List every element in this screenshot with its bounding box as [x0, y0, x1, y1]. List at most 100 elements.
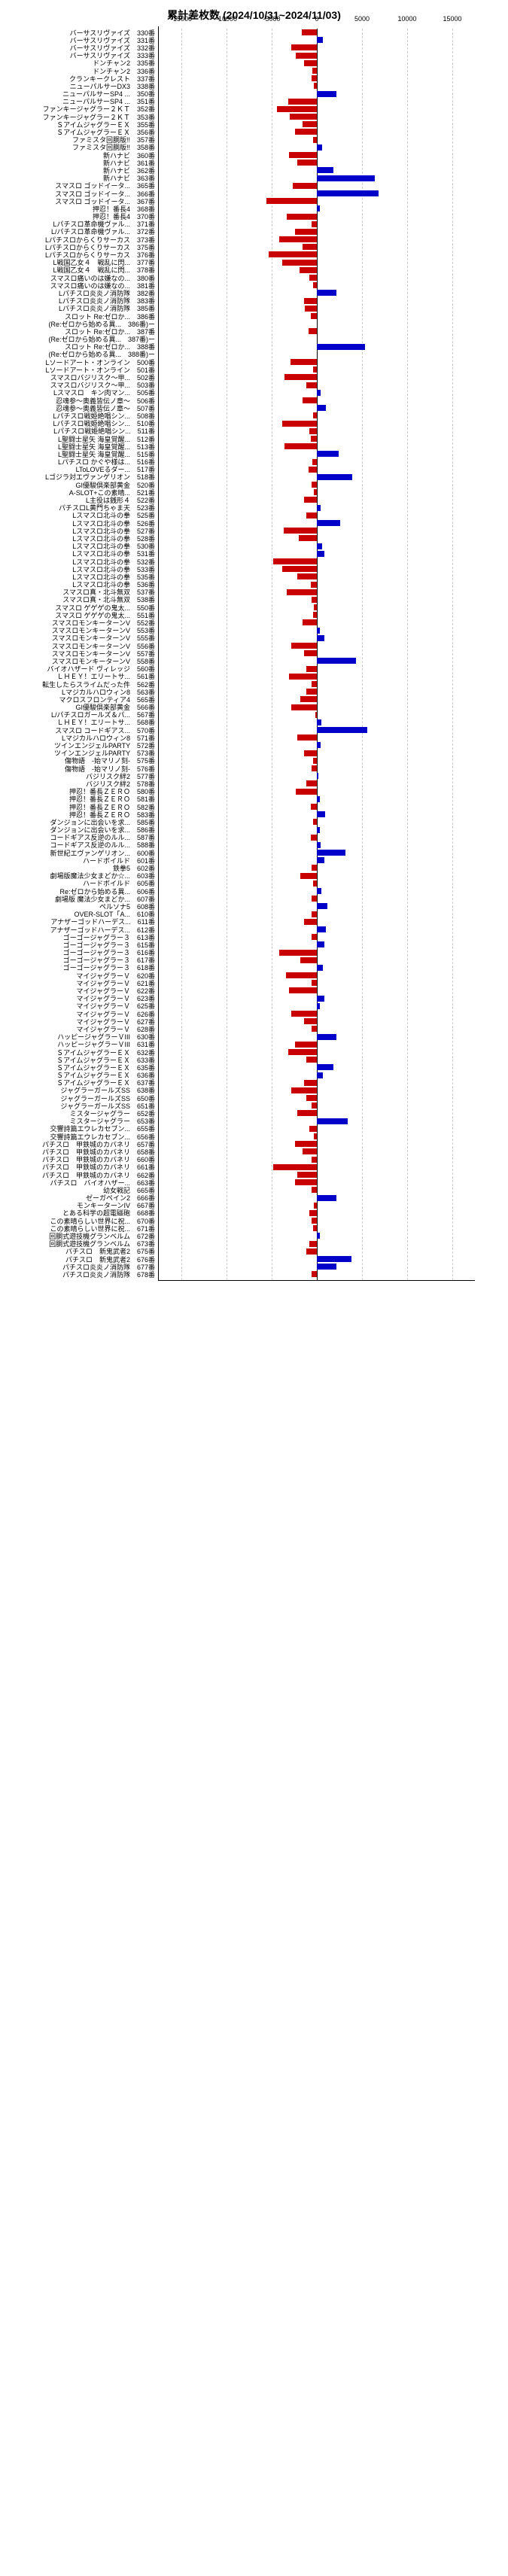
chart-row: パチスロ 甲鉄城のカバネリ 658番 [159, 1148, 475, 1155]
bar [314, 489, 317, 495]
bar [317, 796, 320, 802]
chart-row: スマスロモンキーターンV 556番 [159, 642, 475, 649]
bar [313, 137, 317, 143]
chart-row: ファミスタ回胴版!! 357番 [159, 136, 475, 144]
x-tick: 10000 [385, 15, 430, 23]
x-tick: -15000 [159, 15, 204, 23]
chart-row: Lパチスロ戦姫絶唱シン... 510番 [159, 420, 475, 427]
chart-row: スマスロ痛いのは嫌なの... 380番 [159, 274, 475, 281]
bar [299, 535, 317, 541]
chart-row: マイジャグラーＶ 622番 [159, 987, 475, 994]
chart-row: 交響詩篇エウレカセブン... 656番 [159, 1133, 475, 1140]
bar [317, 658, 356, 664]
chart-row: 傷物語 ‐始マリノ刻‐ 575番 [159, 757, 475, 765]
bar [317, 474, 352, 480]
chart-row: コードギアス反逆のルル... 588番 [159, 841, 475, 849]
chart-row: 忍魂参～奥義皆伝ノ章～ 506番 [159, 397, 475, 404]
chart-row: アナザーゴッドハーデス... 611番 [159, 918, 475, 926]
bar [312, 597, 317, 603]
chart-row: マクロスフロンティア4 565番 [159, 695, 475, 703]
bar [312, 1218, 317, 1224]
bar [313, 880, 317, 887]
chart-row: Lスマスロ北斗の拳 526番 [159, 519, 475, 527]
chart-row: (Re:ゼロから始める異... 388番)ー [159, 351, 475, 358]
bar [312, 68, 317, 74]
bar [317, 190, 379, 196]
chart-row: L聖闘士星矢 海皇覚醒... 512番 [159, 435, 475, 443]
bar [297, 1110, 317, 1116]
bar [306, 1057, 317, 1063]
chart-row: パチスロ 甲鉄城のカバネリ 660番 [159, 1156, 475, 1163]
bar [291, 704, 317, 710]
bar [317, 1064, 333, 1070]
chart-row: ＳアイムジャグラーＥＸ 637番 [159, 1079, 475, 1087]
chart-row: 押忍！番長ＺＥＲＯ 581番 [159, 795, 475, 803]
chart-row: Lソードアート・オンライン 500番 [159, 358, 475, 366]
bar [286, 972, 317, 978]
bar [313, 366, 317, 373]
chart-row: ファンキージャグラー２ＫＴ 352番 [159, 105, 475, 113]
bar [317, 175, 375, 181]
chart-row: Lスマスロ北斗の拳 533番 [159, 565, 475, 573]
bar [317, 635, 324, 641]
chart-row: Lスマスロ北斗の拳 531番 [159, 550, 475, 558]
chart-row: Lスマスロ キン肉マン... 505番 [159, 389, 475, 397]
x-tick: -10000 [204, 15, 249, 23]
chart-row: Lスマスロ北斗の拳 530番 [159, 543, 475, 550]
bar [295, 129, 317, 135]
bar [312, 1102, 317, 1109]
chart-row: パチスロ炎炎ノ消防隊 677番 [159, 1263, 475, 1270]
chart-row: L/パチスロ革命機ヴァル... 372番 [159, 228, 475, 236]
bar [297, 160, 317, 166]
bar [317, 903, 327, 909]
bar [300, 873, 317, 879]
chart-row: スマスロモンキーターンV 557番 [159, 649, 475, 657]
chart-row: L聖闘士星矢 海皇覚醒... 515番 [159, 450, 475, 458]
chart-row: ペルソナ5 608番 [159, 902, 475, 910]
bar [312, 482, 317, 488]
chart-row: スマスロモンキーターンV 552番 [159, 619, 475, 626]
chart-row: 押忍！番長ＺＥＲＯ 582番 [159, 803, 475, 811]
chart-row: Lスマスロ北斗の拳 532番 [159, 558, 475, 565]
chart-row: (Re:ゼロから始める異... 386番)ー [159, 320, 475, 327]
bar [305, 306, 317, 312]
chart-row: GI優駿倶楽部黄金 520番 [159, 481, 475, 488]
chart-row: 押忍！番長4 368番 [159, 205, 475, 212]
chart-row: A-SLOT+この素晴... 521番 [159, 488, 475, 496]
chart-row: ツインエンジェルPARTY 573番 [159, 750, 475, 757]
chart-row: Lソードアート・オンライン 501番 [159, 366, 475, 373]
bar [279, 236, 317, 242]
chart-row: 回胴式遊技機グランベルム 672番 [159, 1232, 475, 1239]
chart-row: ニューパルサーDX3 338番 [159, 82, 475, 90]
bars-container: バーサスリヴァイズ 330番バーサスリヴァイズ 331番バーサスリヴァイズ 33… [159, 29, 475, 1280]
chart-row: マイジャグラーＶ 626番 [159, 1010, 475, 1017]
chart-row: 回胴式遊技機グランベルム 673番 [159, 1240, 475, 1248]
chart-row: ＳアイムジャグラーＥＸ 636番 [159, 1072, 475, 1079]
chart-row: この素晴らしい世界に祝... 671番 [159, 1224, 475, 1232]
bar [313, 282, 317, 288]
bar [297, 573, 317, 579]
bar [314, 1203, 317, 1209]
bar [312, 896, 317, 902]
bar [309, 1241, 317, 1247]
bar [317, 926, 326, 932]
chart-row: Lスマスロ北斗の拳 528番 [159, 534, 475, 542]
bar [304, 497, 317, 503]
chart-row: スマスロ ゲゲゲの鬼太... 550番 [159, 604, 475, 611]
bar [317, 941, 324, 947]
chart-row: Lパチスロからくりサーカス 376番 [159, 251, 475, 258]
chart-row: 押忍！番長ＺＥＲＯ 580番 [159, 788, 475, 795]
chart-row: アナザーゴッドハーデス... 612番 [159, 926, 475, 933]
bar [317, 811, 325, 817]
chart-row: 押忍！番長4 370番 [159, 213, 475, 220]
chart-row: スマスロ痛いのは嫌なの... 381番 [159, 281, 475, 289]
bar [282, 260, 317, 266]
bar [317, 1264, 336, 1270]
bar [304, 1080, 317, 1086]
chart-row: パチスロ バイオハザー... 663番 [159, 1179, 475, 1186]
bar [317, 1195, 336, 1201]
chart-row: スロット Re:ゼロか... 387番 [159, 327, 475, 335]
bar [291, 1087, 317, 1093]
chart-row: パチスロ 甲鉄城のカバネリ 661番 [159, 1163, 475, 1171]
chart-row: バジリスク絆2 577番 [159, 772, 475, 780]
